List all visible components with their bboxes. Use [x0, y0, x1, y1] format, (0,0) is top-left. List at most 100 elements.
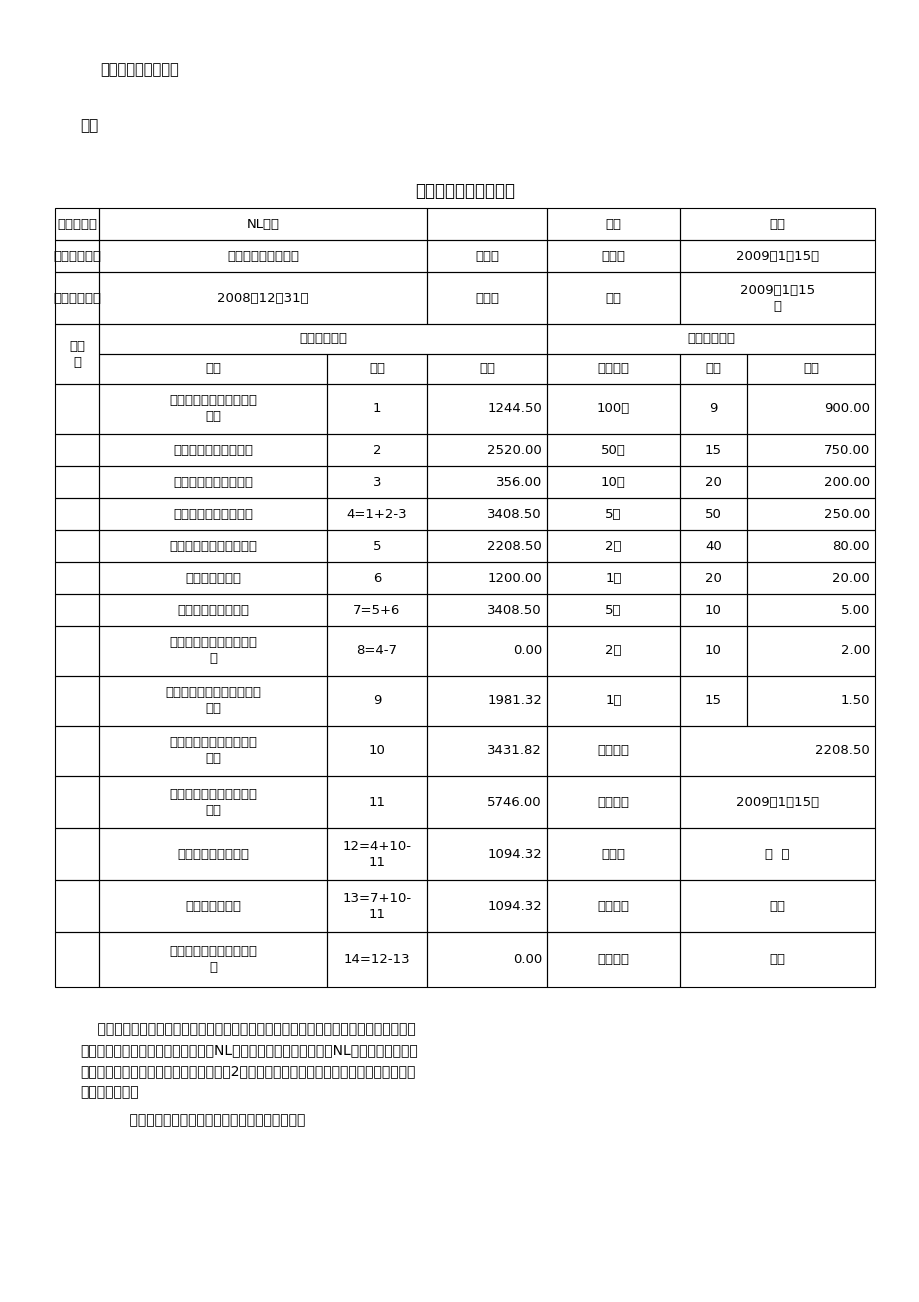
- Bar: [326, 626, 426, 676]
- Bar: [547, 776, 679, 828]
- Text: 编制库存现金盘点表: 编制库存现金盘点表: [227, 250, 299, 263]
- Bar: [679, 434, 746, 466]
- Bar: [547, 530, 679, 562]
- Text: 被审计单位: 被审计单位: [57, 217, 96, 230]
- Bar: [99, 828, 326, 880]
- Text: 9: 9: [709, 402, 717, 415]
- Text: 金额: 金额: [802, 362, 818, 375]
- Text: 3: 3: [372, 475, 380, 488]
- Bar: [326, 932, 426, 987]
- Bar: [426, 676, 547, 727]
- Text: 2009年1月15日: 2009年1月15日: [735, 250, 818, 263]
- Text: 15: 15: [704, 444, 721, 457]
- Text: 题，提出审计意见。: 题，提出审计意见。: [100, 62, 178, 77]
- Text: 20: 20: [704, 572, 721, 585]
- Bar: [679, 466, 746, 497]
- Bar: [679, 272, 874, 324]
- Text: 2208.50: 2208.50: [814, 745, 869, 758]
- Bar: [99, 208, 426, 240]
- Bar: [547, 240, 679, 272]
- Text: 一、盘点日账面库存现金
余额: 一、盘点日账面库存现金 余额: [169, 395, 256, 423]
- Text: 3431.82: 3431.82: [486, 745, 541, 758]
- Text: 10: 10: [369, 745, 385, 758]
- Bar: [99, 626, 326, 676]
- Bar: [426, 776, 547, 828]
- Text: 2.00: 2.00: [840, 644, 869, 658]
- Bar: [55, 466, 99, 497]
- Bar: [547, 880, 679, 932]
- Bar: [547, 594, 679, 626]
- Bar: [679, 208, 874, 240]
- Text: 1244.50: 1244.50: [487, 402, 541, 415]
- Text: 10: 10: [704, 604, 721, 617]
- Bar: [326, 466, 426, 497]
- Text: 13=7+10-
11: 13=7+10- 11: [342, 892, 411, 921]
- Text: 郑某: 郑某: [768, 953, 785, 966]
- Text: 审计项目名称: 审计项目名称: [53, 250, 101, 263]
- Text: 黄珊珊: 黄珊珊: [601, 250, 625, 263]
- Bar: [746, 626, 874, 676]
- Bar: [326, 354, 426, 384]
- Bar: [99, 880, 326, 932]
- Bar: [746, 594, 874, 626]
- Bar: [746, 562, 874, 594]
- Text: 1981.32: 1981.32: [486, 694, 541, 707]
- Text: 减：盘点日入记账支出: 减：盘点日入记账支出: [173, 475, 253, 488]
- Text: 100元: 100元: [596, 402, 630, 415]
- Bar: [99, 324, 547, 354]
- Bar: [426, 828, 547, 880]
- Bar: [55, 932, 99, 987]
- Bar: [99, 530, 326, 562]
- Bar: [547, 354, 679, 384]
- Bar: [326, 776, 426, 828]
- Text: 人民币库存现金盘点表: 人民币库存现金盘点表: [414, 182, 515, 201]
- Text: 金额: 金额: [479, 362, 494, 375]
- Bar: [746, 497, 874, 530]
- Text: 5.00: 5.00: [840, 604, 869, 617]
- Text: 盘点人: 盘点人: [601, 848, 625, 861]
- Bar: [426, 562, 547, 594]
- Bar: [547, 828, 679, 880]
- Text: 50元: 50元: [600, 444, 625, 457]
- Text: 9: 9: [372, 694, 380, 707]
- Text: 2008年12月31日: 2008年12月31日: [217, 292, 309, 305]
- Bar: [326, 562, 426, 594]
- Bar: [55, 727, 99, 776]
- Text: 5: 5: [372, 539, 380, 552]
- Text: 五、报表日应存现金: 五、报表日应存现金: [176, 848, 249, 861]
- Bar: [326, 594, 426, 626]
- Bar: [426, 208, 547, 240]
- Bar: [426, 932, 547, 987]
- Bar: [99, 497, 326, 530]
- Bar: [547, 434, 679, 466]
- Text: 0.00: 0.00: [512, 953, 541, 966]
- Bar: [99, 434, 326, 466]
- Text: 货币面额: 货币面额: [596, 362, 629, 375]
- Text: 6: 6: [372, 572, 380, 585]
- Bar: [99, 776, 326, 828]
- Text: 复核人: 复核人: [474, 292, 498, 305]
- Text: 10元: 10元: [600, 475, 625, 488]
- Bar: [426, 530, 547, 562]
- Bar: [746, 676, 874, 727]
- Bar: [426, 880, 547, 932]
- Bar: [547, 497, 679, 530]
- Bar: [55, 880, 99, 932]
- Bar: [679, 626, 746, 676]
- Text: 编制人: 编制人: [474, 250, 498, 263]
- Text: 索引
号: 索引 号: [69, 340, 85, 368]
- Text: 1094.32: 1094.32: [487, 900, 541, 913]
- Text: 900.00: 900.00: [823, 402, 869, 415]
- Bar: [679, 676, 746, 727]
- Text: 盘点日实际库存现金: 盘点日实际库存现金: [176, 604, 249, 617]
- Bar: [55, 776, 99, 828]
- Bar: [99, 272, 426, 324]
- Bar: [99, 384, 326, 434]
- Bar: [55, 530, 99, 562]
- Bar: [326, 497, 426, 530]
- Bar: [547, 932, 679, 987]
- Bar: [547, 727, 679, 776]
- Text: 日期: 日期: [768, 217, 785, 230]
- Text: 盘点日期: 盘点日期: [596, 796, 629, 809]
- Bar: [55, 676, 99, 727]
